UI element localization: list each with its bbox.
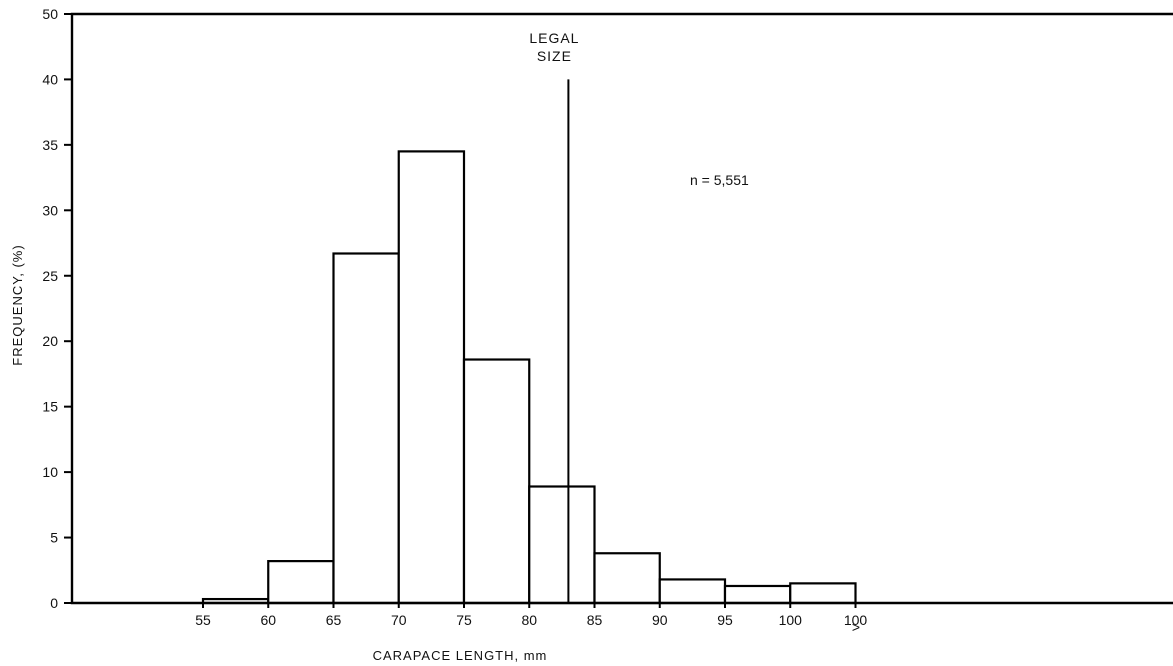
x-tick-label: 55 <box>195 612 211 628</box>
x-tick-label: 65 <box>326 612 342 628</box>
x-tick-label: 60 <box>260 612 276 628</box>
histogram-bar-65-70 <box>332 252 400 605</box>
x-tick-label: 100 <box>779 612 803 628</box>
y-tick-label: 15 <box>42 399 58 415</box>
y-tick-label: 5 <box>50 530 58 546</box>
x-tick-label: 90 <box>652 612 668 628</box>
x-axis-ticks: 55 60 65 70 75 80 85 90 95 100 100 <box>195 603 867 628</box>
x-tick-label: 95 <box>717 612 733 628</box>
x-axis-title: CARAPACE LENGTH, mm <box>373 648 548 663</box>
y-axis-ticks: 0 5 10 15 20 25 30 35 40 50 <box>42 6 72 611</box>
sample-size-annotation: n = 5,551 <box>690 172 749 188</box>
legal-size-label-line2: SIZE <box>537 48 572 64</box>
x-tick-label: 75 <box>456 612 472 628</box>
y-tick-label: 35 <box>42 137 58 153</box>
histogram-bar-90-95 <box>658 578 727 605</box>
histogram-bar-60-65 <box>267 560 335 605</box>
histogram-bar-70-75 <box>397 150 466 605</box>
x-tick-label: 100 <box>844 612 868 628</box>
histogram-bar-95-100 <box>723 584 792 605</box>
y-axis-title: FREQUENCY, (%) <box>10 244 25 365</box>
y-tick-label: 10 <box>42 464 58 480</box>
x-tick-label: 85 <box>587 612 603 628</box>
histogram-bar-80-85 <box>528 485 596 605</box>
histogram-bar-75-80 <box>462 358 531 605</box>
y-tick-label: 30 <box>42 202 58 218</box>
y-tick-label: 50 <box>42 6 58 22</box>
overflow-symbol: > <box>852 619 860 635</box>
axis-frame <box>70 12 1173 605</box>
histogram-bars <box>201 150 857 605</box>
y-tick-label: 20 <box>42 333 58 349</box>
histogram-bar-100-105 <box>789 582 857 605</box>
histogram-bar-85-90 <box>593 552 661 605</box>
axes <box>70 12 1173 605</box>
x-tick-label: 80 <box>521 612 537 628</box>
y-tick-label: 25 <box>42 268 58 284</box>
y-tick-label: 40 <box>42 71 58 87</box>
x-tick-label: 70 <box>391 612 407 628</box>
y-tick-label: 0 <box>50 595 58 611</box>
legal-size-label-line1: LEGAL <box>529 30 579 46</box>
